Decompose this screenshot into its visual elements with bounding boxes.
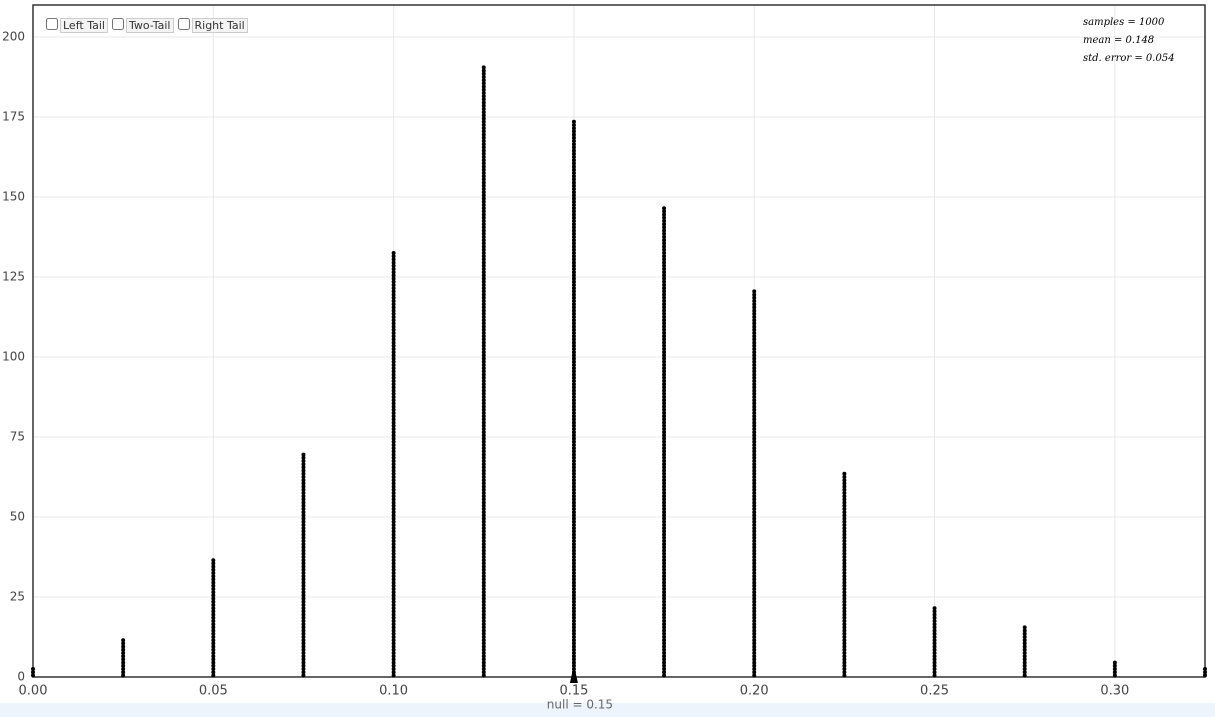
y-tick-label: 200 bbox=[2, 30, 25, 44]
tail-label[interactable]: Right Tail bbox=[191, 18, 248, 33]
y-tick-label: 50 bbox=[10, 510, 25, 524]
y-tick-label: 150 bbox=[2, 190, 25, 204]
stat-line: mean = 0.148 bbox=[1083, 35, 1155, 46]
null-marker bbox=[569, 665, 578, 683]
null-label: null = 0.15 bbox=[547, 698, 613, 712]
x-tick-label: 0.30 bbox=[1100, 684, 1129, 699]
tail-checkbox[interactable] bbox=[111, 17, 124, 30]
footer-band bbox=[0, 703, 1215, 717]
tail-label[interactable]: Two-Tail bbox=[125, 18, 174, 33]
tail-checkbox[interactable] bbox=[46, 17, 58, 30]
y-tick-label: 25 bbox=[10, 590, 25, 604]
x-tick-label: 0.05 bbox=[199, 684, 228, 699]
tail-option[interactable]: Two-Tail bbox=[111, 14, 174, 33]
x-tick-label: 0.10 bbox=[379, 684, 408, 699]
x-tick-label: 0.00 bbox=[19, 684, 48, 699]
stats-box: samples = 1000 mean = 0.148 std. error = 0… bbox=[1083, 14, 1175, 68]
tail-label[interactable]: Left Tail bbox=[60, 18, 108, 33]
tail-option[interactable]: Left Tail bbox=[46, 14, 108, 33]
x-tick-label: 0.15 bbox=[559, 684, 588, 699]
plot-frame bbox=[32, 4, 1206, 678]
stat-line: samples = 1000 bbox=[1083, 17, 1165, 28]
tail-option[interactable]: Right Tail bbox=[177, 14, 248, 33]
y-tick-label: 175 bbox=[2, 110, 25, 124]
y-tick-label: 75 bbox=[10, 430, 25, 444]
x-tick-label: 0.25 bbox=[920, 684, 949, 699]
y-tick-label: 0 bbox=[17, 670, 25, 684]
y-tick-label: 125 bbox=[2, 270, 25, 284]
y-tick-label: 100 bbox=[2, 350, 25, 364]
tail-checkbox[interactable] bbox=[177, 17, 190, 30]
x-tick-label: 0.20 bbox=[740, 684, 769, 699]
tail-controls: Left Tail Two-Tail Right Tail bbox=[46, 14, 248, 33]
stat-line: std. error = 0.054 bbox=[1083, 53, 1175, 64]
